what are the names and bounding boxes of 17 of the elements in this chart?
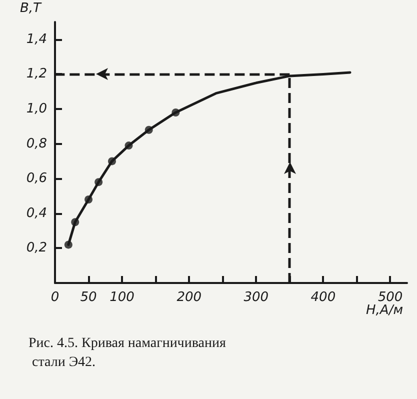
x-tick-label: 500 xyxy=(378,290,403,305)
x-tick-label: 0 xyxy=(50,290,60,305)
y-axis-title: B,T xyxy=(20,1,42,16)
x-tick-label: 50 xyxy=(80,290,97,305)
y-tick-label: 1,2 xyxy=(26,66,47,82)
x-tick-label: 300 xyxy=(244,290,269,305)
y-tick-label: 0,4 xyxy=(26,206,47,221)
x-tick-label: 100 xyxy=(110,290,134,305)
y-tick-label: 0,8 xyxy=(26,136,47,152)
y-tick-label: 1,4 xyxy=(26,32,47,47)
x-tick-label: 200 xyxy=(176,290,202,305)
y-tick-label: 0,2 xyxy=(26,240,47,256)
y-tick-label: 0,6 xyxy=(26,171,47,186)
x-tick-label: 400 xyxy=(310,290,336,305)
x-axis-title: H,А/м xyxy=(366,303,404,318)
y-tick-label: 1,0 xyxy=(26,102,47,116)
text: Рис. 4.5. Кривая намагничивания стали Э42. xyxy=(28,336,226,370)
